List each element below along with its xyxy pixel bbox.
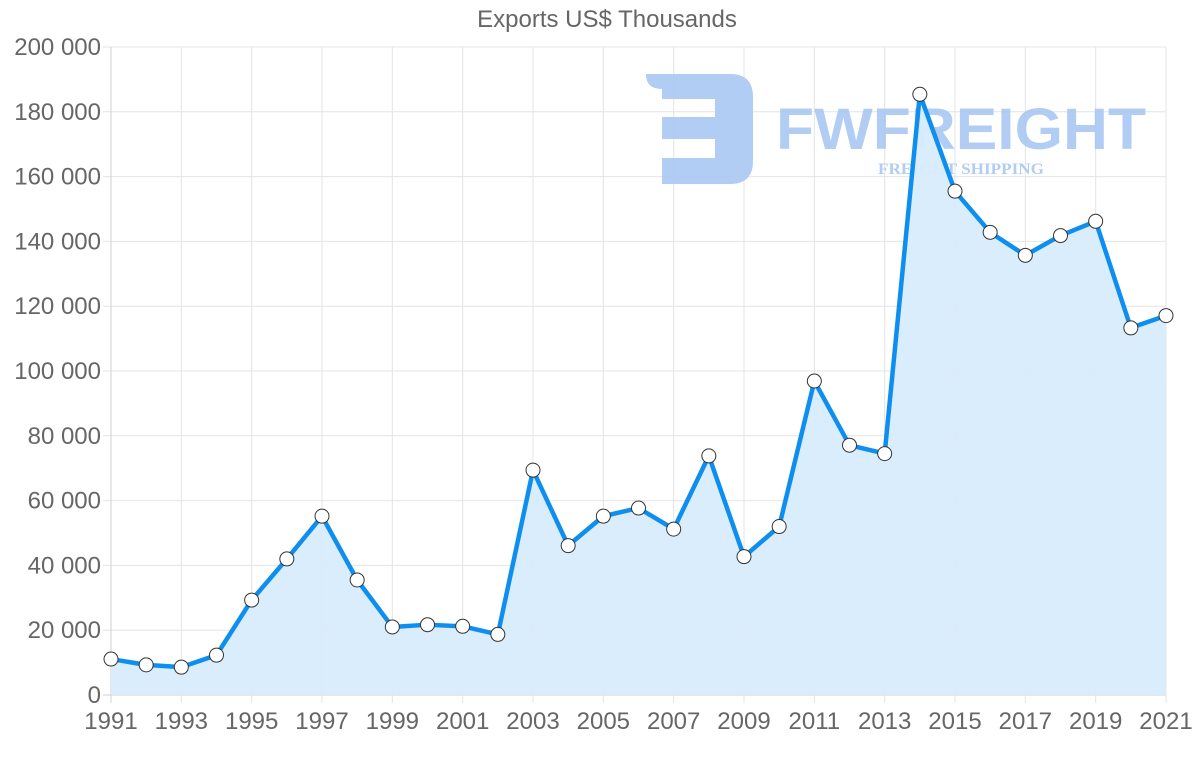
data-point-2008[interactable]: 2008: 73800 bbox=[701, 448, 717, 464]
data-point-2014[interactable]: 2014: 185400 bbox=[912, 86, 928, 102]
data-point-2016[interactable]: 2016: 142800 bbox=[982, 224, 998, 240]
y-tick-label: 80 000 bbox=[28, 423, 101, 450]
x-tick-label: 2001 bbox=[436, 708, 489, 735]
y-tick-label: 180 000 bbox=[14, 99, 101, 126]
y-tick-label: 200 000 bbox=[14, 34, 101, 61]
x-tick-label: 2015 bbox=[928, 708, 981, 735]
x-tick-label: 2011 bbox=[789, 708, 841, 735]
data-point-2005[interactable]: 2005: 55200 bbox=[595, 508, 611, 524]
x-tick-label: 1993 bbox=[155, 708, 208, 735]
data-point-1997[interactable]: 1997: 55200 bbox=[314, 508, 330, 524]
data-point-1993[interactable]: 1993: 8600 bbox=[173, 659, 189, 675]
data-point-1995[interactable]: 1995: 29300 bbox=[244, 592, 260, 608]
x-axis-ticks: 1991 1993 1995 1997 1999 2001 2003 2005 2007 2009… bbox=[84, 708, 1192, 735]
data-point-2020[interactable]: 2020: 113300 bbox=[1123, 320, 1139, 336]
data-point-2017[interactable]: 2017: 135700 bbox=[1017, 247, 1033, 263]
fwfreight-watermark-logo: FWFREIGHT FREIGHT SHIPPING bbox=[646, 74, 1146, 184]
data-point-2002[interactable]: 2002: 18700 bbox=[490, 626, 506, 642]
y-tick-label: 40 000 bbox=[28, 552, 101, 579]
data-point-2010[interactable]: 2010: 52000 bbox=[771, 519, 787, 535]
y-tick-label: 0 bbox=[88, 682, 101, 709]
data-point-2007[interactable]: 2007: 51200 bbox=[666, 521, 682, 537]
data-point-2009[interactable]: 2009: 42700 bbox=[736, 549, 752, 565]
x-tick-label: 1997 bbox=[295, 708, 348, 735]
x-tick-label: 2019 bbox=[1069, 708, 1122, 735]
x-tick-label: 2009 bbox=[717, 708, 770, 735]
y-tick-label: 140 000 bbox=[14, 228, 101, 255]
data-point-2004[interactable]: 2004: 46100 bbox=[560, 538, 576, 554]
data-point-2019[interactable]: 2019: 146200 bbox=[1088, 213, 1104, 229]
area-fill bbox=[111, 94, 1166, 695]
y-tick-label: 20 000 bbox=[28, 617, 101, 644]
logo-mark-icon bbox=[646, 74, 753, 184]
y-axis-ticks: 0 20 000 40 000 60 000 80 000 100 000 120 000 1… bbox=[14, 34, 101, 709]
data-point-2003[interactable]: 2003: 69400 bbox=[525, 462, 541, 478]
data-points: 1991: 11100 1992: 9300 1993: 8600 1994: 123… bbox=[103, 86, 1174, 675]
x-tick-label: 2005 bbox=[577, 708, 630, 735]
data-point-1996[interactable]: 1996: 42000 bbox=[279, 551, 295, 567]
data-point-1994[interactable]: 1994: 12300 bbox=[209, 647, 224, 663]
data-point-2013[interactable]: 2013: 74500 bbox=[877, 446, 893, 462]
data-point-1991[interactable]: 1991: 11100 bbox=[103, 651, 119, 667]
data-point-2012[interactable]: 2012: 77100 bbox=[842, 437, 857, 453]
y-tick-label: 100 000 bbox=[14, 358, 101, 385]
data-point-2021[interactable]: 2021: 117100 bbox=[1158, 308, 1174, 324]
x-tick-label: 1995 bbox=[225, 708, 278, 735]
x-tick-label: 2021 bbox=[1139, 708, 1192, 735]
x-tick-label: 2003 bbox=[506, 708, 559, 735]
data-point-2001[interactable]: 2001: 21200 bbox=[455, 618, 471, 634]
watermark-tagline: FREIGHT SHIPPING bbox=[878, 161, 1045, 178]
data-point-1999[interactable]: 1999: 21000 bbox=[384, 619, 400, 635]
data-point-2015[interactable]: 2015: 155500 bbox=[947, 183, 963, 199]
x-tick-label: 1991 bbox=[84, 708, 137, 735]
watermark-brand: FWFREIGHT bbox=[776, 97, 1146, 162]
x-tick-label: 2013 bbox=[858, 708, 911, 735]
y-tick-label: 120 000 bbox=[14, 293, 101, 320]
data-point-2018[interactable]: 2018: 141800 bbox=[1053, 228, 1068, 244]
y-tick-label: 60 000 bbox=[28, 488, 101, 515]
y-tick-label: 160 000 bbox=[14, 164, 101, 191]
data-point-1992[interactable]: 1992: 9300 bbox=[138, 657, 154, 673]
x-tick-label: 2007 bbox=[647, 708, 700, 735]
x-tick-label: 1999 bbox=[366, 708, 419, 735]
chart-title: Exports US$ Thousands bbox=[477, 6, 737, 33]
data-point-1998[interactable]: 1998: 35500 bbox=[349, 572, 365, 588]
data-point-2006[interactable]: 2006: 57700 bbox=[631, 500, 646, 516]
x-tick-label: 2017 bbox=[999, 708, 1052, 735]
data-point-2011[interactable]: 2011: 96900 bbox=[806, 373, 822, 389]
